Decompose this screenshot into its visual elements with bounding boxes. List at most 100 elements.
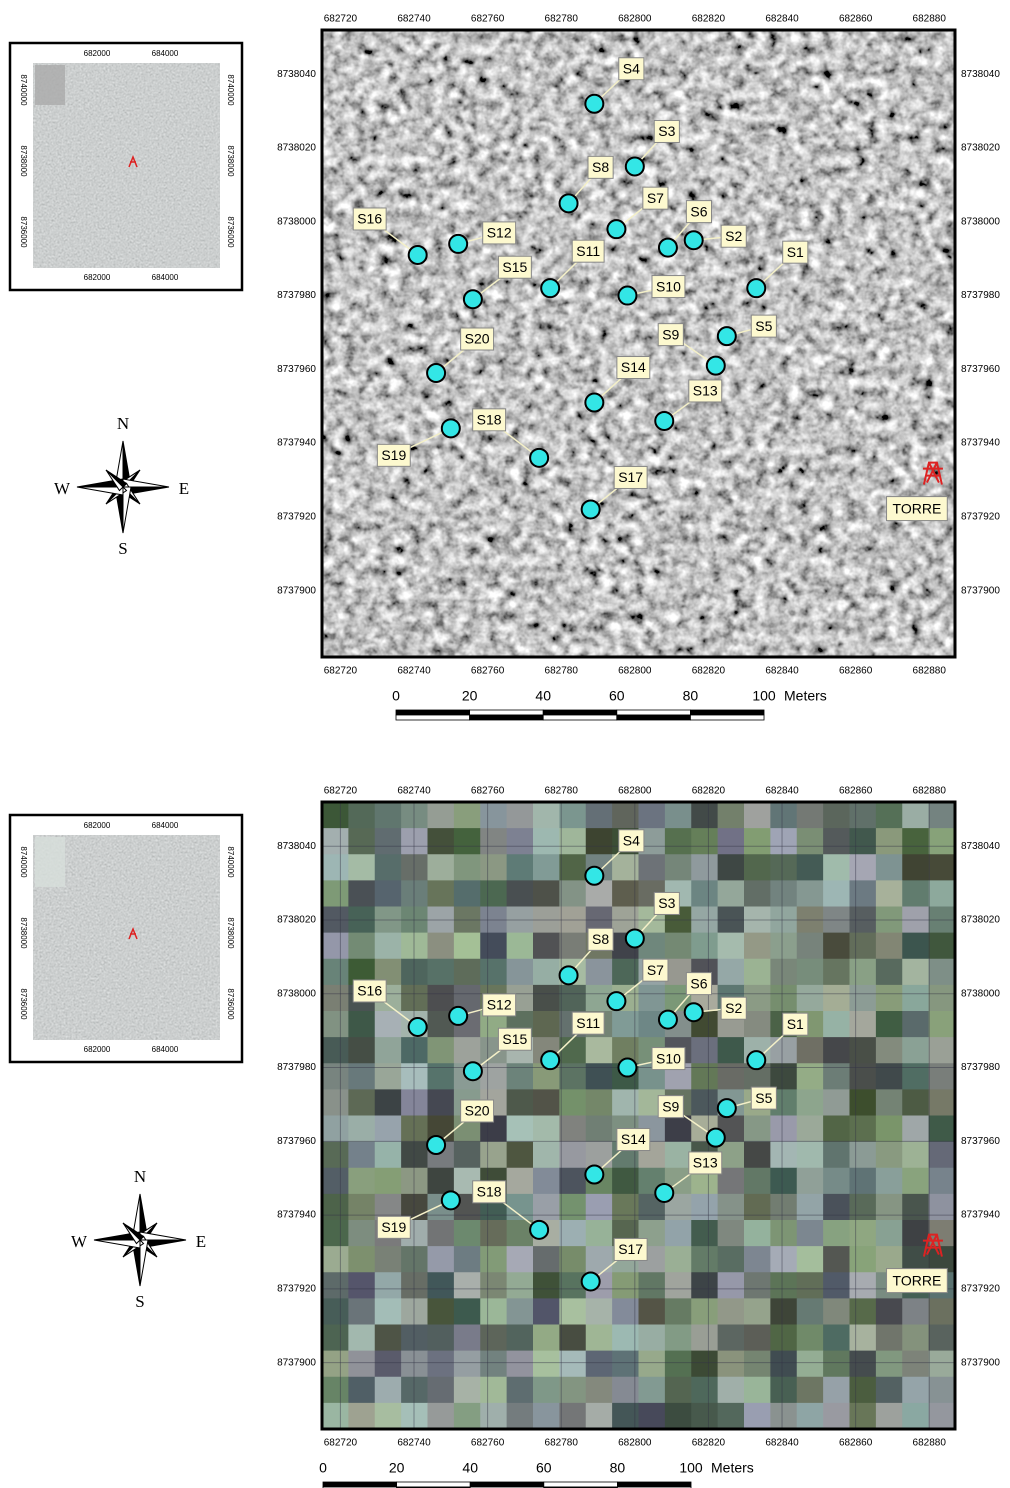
map-pixel xyxy=(507,1142,534,1169)
site-label: S12 xyxy=(487,225,512,241)
site-point xyxy=(449,235,467,253)
map-pixel xyxy=(770,828,797,855)
site-label: S11 xyxy=(576,243,600,259)
map-pixel xyxy=(770,854,797,881)
map-pixel xyxy=(322,880,349,907)
x-tick-label: 682760 xyxy=(471,786,505,797)
map-pixel xyxy=(507,1403,534,1430)
inset-x-tick-label: 682000 xyxy=(84,821,111,830)
map-pixel xyxy=(559,1403,586,1430)
map-pixel xyxy=(454,1142,481,1169)
map-pixel xyxy=(480,1325,507,1352)
site-label: S13 xyxy=(693,1155,718,1171)
scale-segment xyxy=(617,1482,691,1487)
site-point xyxy=(530,449,548,467)
y-tick-label: 8738040 xyxy=(277,841,316,852)
map-pixel xyxy=(770,1246,797,1273)
x-tick-label: 682720 xyxy=(324,14,358,25)
x-tick-label: 682760 xyxy=(471,14,505,25)
map-pixel xyxy=(797,1168,824,1195)
site-point xyxy=(409,1018,427,1036)
site-label: S10 xyxy=(656,278,681,294)
y-tick-label: 8737940 xyxy=(961,1210,1000,1221)
map-pixel xyxy=(744,1168,771,1195)
map-pixel xyxy=(744,1377,771,1404)
map-pixel xyxy=(665,1377,692,1404)
map-pixel xyxy=(639,1403,666,1430)
map-pixel xyxy=(322,828,349,855)
map-pixel xyxy=(902,985,929,1012)
map-pixel xyxy=(559,1116,586,1143)
site-label: S11 xyxy=(576,1015,600,1031)
scale-label: 80 xyxy=(683,688,699,704)
map-pixel xyxy=(797,854,824,881)
map-pixel xyxy=(929,854,956,881)
map-pixel xyxy=(639,1377,666,1404)
site-label: S2 xyxy=(725,1000,742,1016)
map-pixel xyxy=(823,1377,850,1404)
map-pixel xyxy=(375,1298,402,1325)
map-pixel xyxy=(929,880,956,907)
map-pixel xyxy=(665,1116,692,1143)
site-point xyxy=(585,867,603,885)
map-pixel xyxy=(480,933,507,960)
map-pixel xyxy=(823,1089,850,1116)
map-pixel xyxy=(665,933,692,960)
map-pixel xyxy=(322,1116,349,1143)
map-pixel xyxy=(744,1116,771,1143)
site-label: S20 xyxy=(465,331,490,347)
site-point xyxy=(718,1099,736,1117)
map-pixel xyxy=(691,1037,718,1064)
map-pixel xyxy=(823,854,850,881)
map-pixel xyxy=(428,1037,455,1064)
map-pixel xyxy=(533,1325,560,1352)
site-label: S7 xyxy=(647,190,664,206)
site-label: S19 xyxy=(381,1219,406,1235)
site-label: S1 xyxy=(787,1016,804,1032)
site-point xyxy=(655,1184,673,1202)
map-pixel xyxy=(770,802,797,829)
map-pixel xyxy=(533,880,560,907)
map-pixel xyxy=(428,1377,455,1404)
y-tick-label: 8737960 xyxy=(277,364,316,375)
site-point xyxy=(655,412,673,430)
site-label: S9 xyxy=(662,326,679,342)
site-label: S6 xyxy=(690,203,707,219)
map-pixel xyxy=(586,1246,613,1273)
map-pixel xyxy=(533,1298,560,1325)
map-pixel xyxy=(322,933,349,960)
map-pixel xyxy=(876,880,903,907)
map-pixel xyxy=(797,1194,824,1221)
map-pixel xyxy=(770,933,797,960)
site-label: S1 xyxy=(787,244,804,260)
x-tick-label: 682820 xyxy=(692,1438,726,1449)
map-pixel xyxy=(876,1168,903,1195)
map-pixel xyxy=(850,1011,877,1038)
map-pixel xyxy=(322,1011,349,1038)
map-pixel xyxy=(586,1194,613,1221)
y-tick-label: 8737900 xyxy=(961,1357,1000,1368)
map-pixel xyxy=(691,854,718,881)
map-pixel xyxy=(348,1246,375,1273)
map-pixel xyxy=(401,1089,428,1116)
map-pixel xyxy=(850,802,877,829)
map-pixel xyxy=(691,1246,718,1273)
x-tick-label: 682880 xyxy=(913,14,947,25)
map-pixel xyxy=(401,1116,428,1143)
map-pixel xyxy=(691,880,718,907)
map-pixel xyxy=(348,1272,375,1299)
map-pixel xyxy=(454,1377,481,1404)
map-pixel xyxy=(718,1325,745,1352)
map-pixel xyxy=(375,880,402,907)
map-pixel xyxy=(797,1377,824,1404)
map-pixel xyxy=(322,1377,349,1404)
map-pixel xyxy=(480,1351,507,1378)
site-label: S6 xyxy=(690,975,707,991)
map-pixel xyxy=(507,802,534,829)
x-tick-label: 682840 xyxy=(765,1438,799,1449)
map-pixel xyxy=(322,1089,349,1116)
compass-point xyxy=(77,487,123,495)
map-pixel xyxy=(401,1351,428,1378)
map-pixel xyxy=(533,1246,560,1273)
map-pixel xyxy=(348,1168,375,1195)
